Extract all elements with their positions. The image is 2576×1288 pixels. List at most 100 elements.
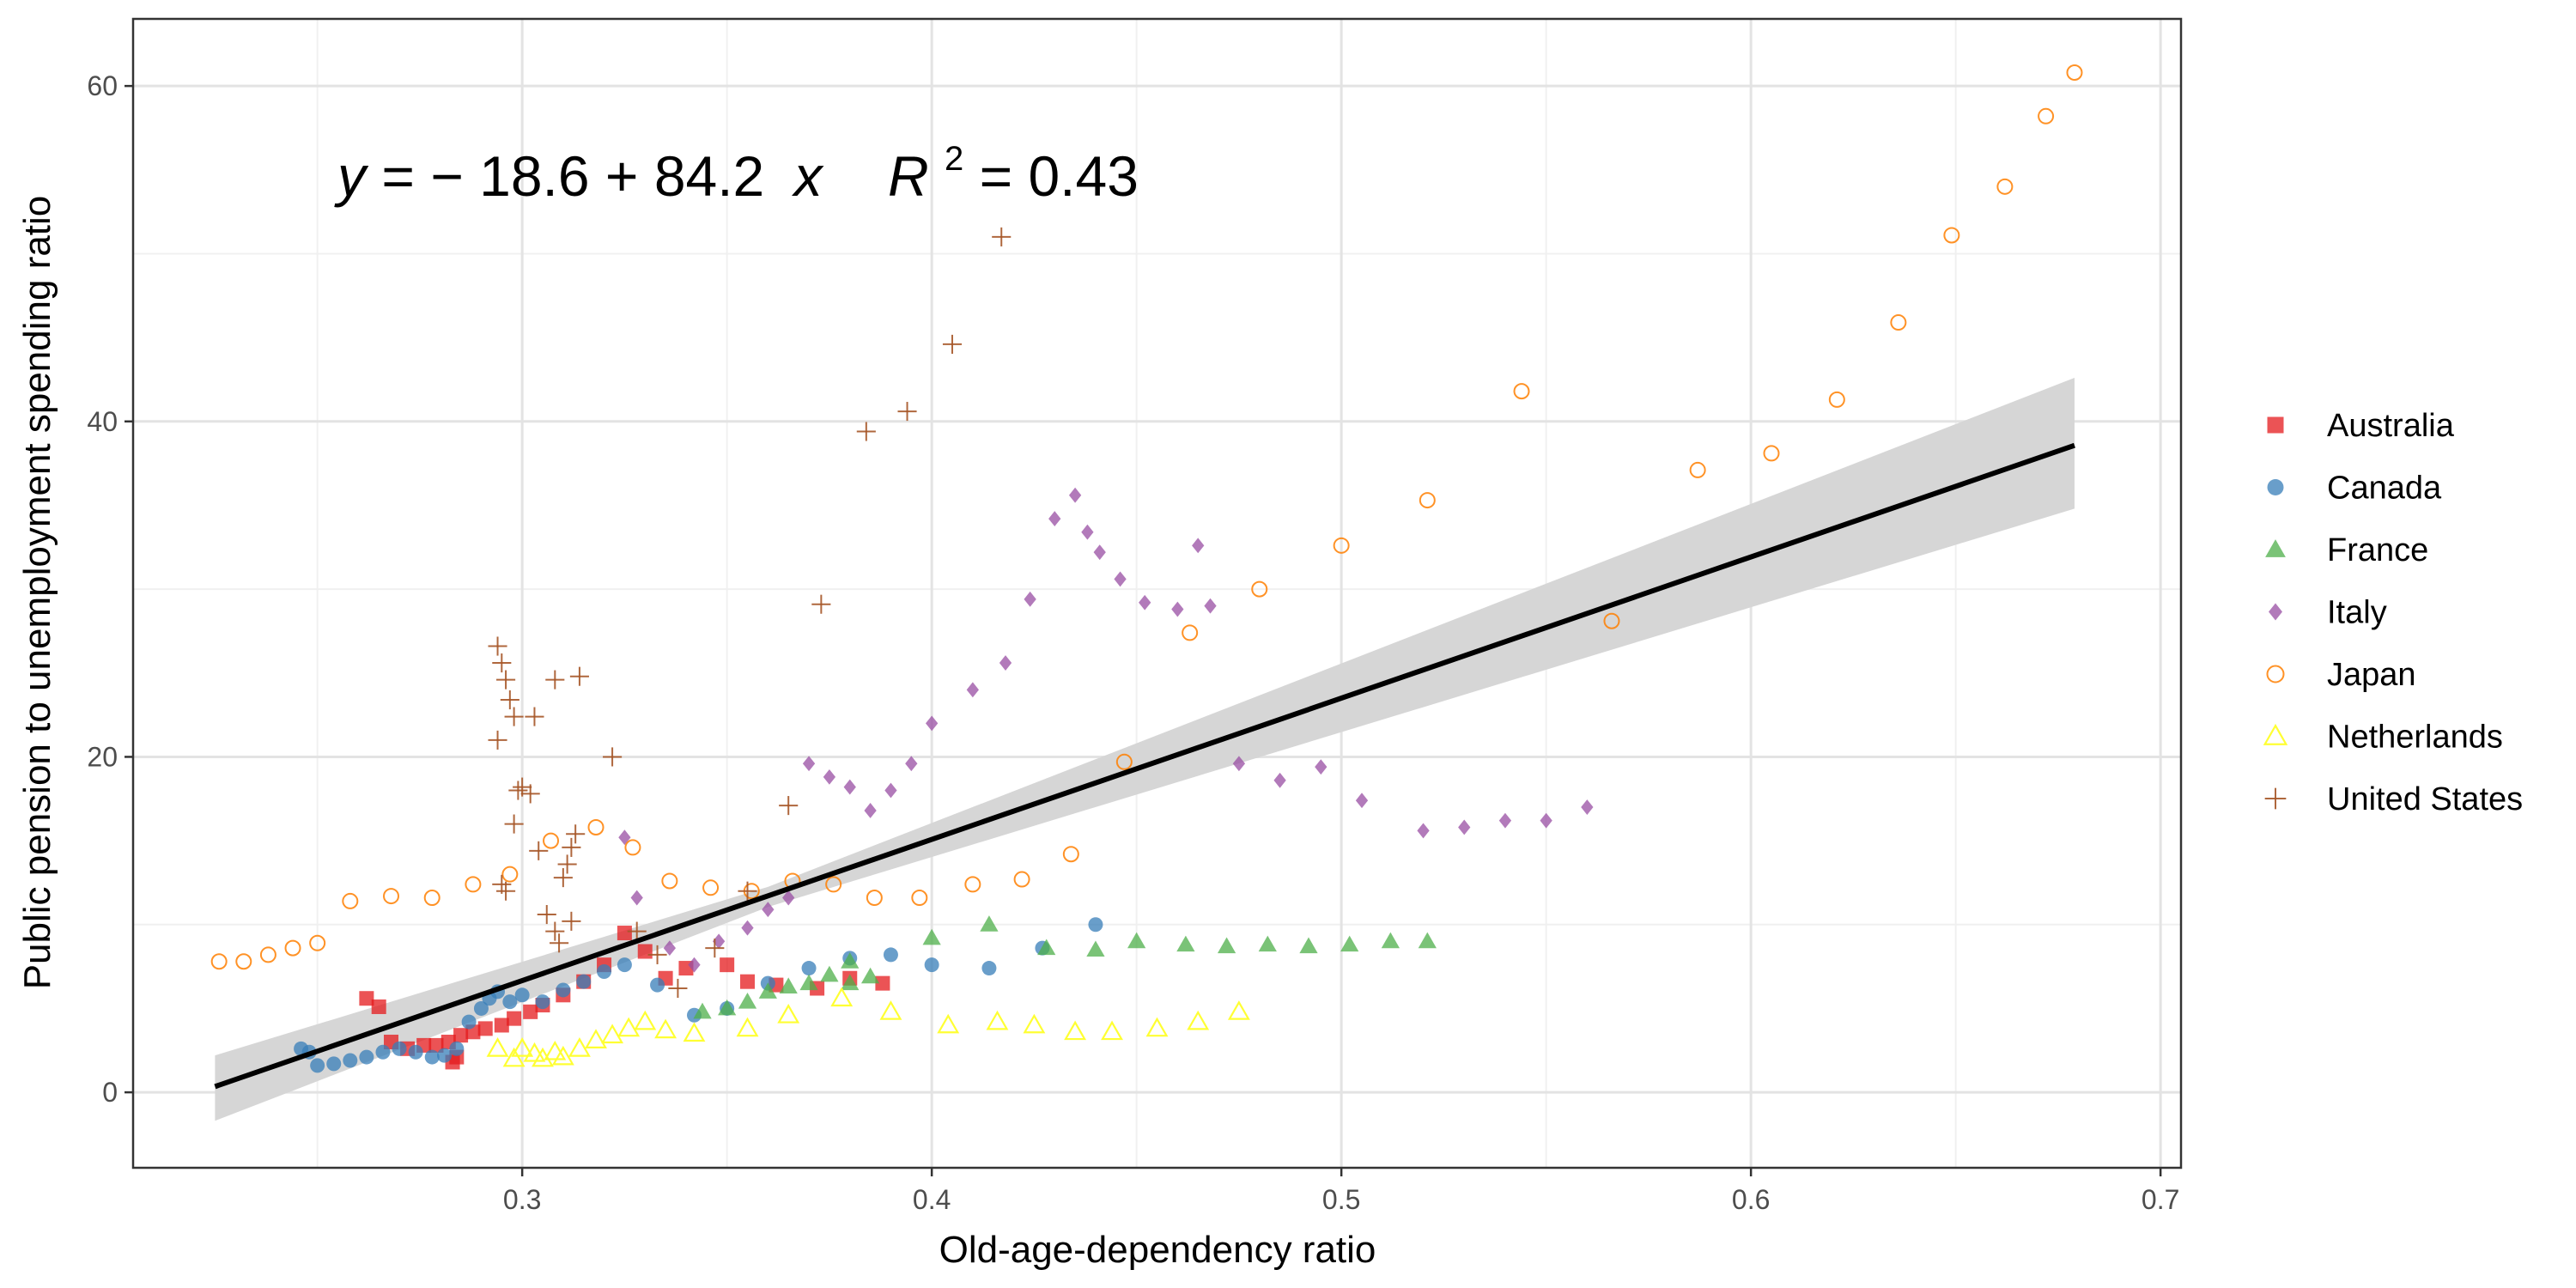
data-point bbox=[980, 915, 999, 932]
data-point bbox=[508, 781, 528, 800]
data-point bbox=[617, 957, 632, 973]
data-point bbox=[1299, 937, 1318, 954]
data-point bbox=[627, 921, 647, 941]
x-tick-label: 0.3 bbox=[503, 1184, 541, 1215]
data-point bbox=[762, 902, 775, 918]
data-point bbox=[758, 982, 777, 999]
legend-label: Italy bbox=[2327, 595, 2387, 631]
data-point bbox=[566, 824, 586, 844]
data-point bbox=[1458, 819, 1471, 835]
data-point bbox=[1419, 492, 1436, 509]
data-point bbox=[529, 841, 549, 860]
data-point bbox=[359, 1049, 374, 1065]
data-point bbox=[1996, 178, 2014, 195]
data-point bbox=[502, 994, 518, 1010]
y-tick-label: 0 bbox=[102, 1077, 118, 1108]
data-point bbox=[702, 879, 720, 896]
data-point bbox=[477, 1021, 493, 1036]
equation-equals: = bbox=[381, 144, 430, 208]
data-point bbox=[992, 227, 1012, 246]
data-point bbox=[825, 876, 842, 893]
data-point bbox=[942, 334, 963, 354]
equation-r-value: 0.43 bbox=[1028, 144, 1138, 208]
data-point bbox=[461, 1014, 477, 1030]
data-point bbox=[259, 946, 276, 963]
data-point bbox=[1093, 544, 1106, 561]
x-tick-label: 0.5 bbox=[1322, 1184, 1360, 1215]
data-point bbox=[597, 963, 612, 979]
data-point bbox=[1068, 487, 1082, 503]
data-point bbox=[375, 1044, 391, 1060]
data-point bbox=[981, 961, 997, 976]
data-point bbox=[423, 890, 440, 907]
data-point bbox=[1037, 939, 1056, 956]
series-japan bbox=[210, 64, 2083, 970]
data-point bbox=[342, 892, 359, 909]
data-point bbox=[966, 682, 979, 698]
series-france bbox=[693, 915, 1437, 1019]
data-point bbox=[428, 1037, 444, 1053]
data-point bbox=[1258, 935, 1277, 952]
data-point bbox=[864, 803, 877, 818]
legend-label: Japan bbox=[2327, 657, 2416, 693]
plot-panel-border bbox=[131, 17, 2183, 1170]
data-point bbox=[501, 866, 519, 883]
legend-item: Netherlands bbox=[2263, 720, 2503, 756]
data-point bbox=[556, 982, 571, 998]
legend-item: France bbox=[2265, 532, 2428, 568]
data-point bbox=[841, 974, 860, 991]
legend: Australia Canada France Italy Japan Netherlan… bbox=[2263, 408, 2523, 817]
data-point bbox=[545, 921, 565, 941]
data-point bbox=[683, 1022, 706, 1042]
legend-label: Canada bbox=[2327, 471, 2442, 507]
legend-label: France bbox=[2327, 532, 2428, 568]
equation-r: R bbox=[888, 144, 929, 208]
data-point bbox=[543, 832, 560, 849]
data-point bbox=[488, 636, 507, 656]
data-point bbox=[693, 1002, 712, 1019]
data-point bbox=[2038, 107, 2055, 125]
y-tick-label: 40 bbox=[87, 406, 118, 437]
data-point bbox=[1048, 511, 1061, 527]
data-point bbox=[603, 747, 623, 767]
data-point bbox=[884, 782, 897, 799]
data-point bbox=[585, 1029, 607, 1048]
data-point bbox=[1227, 1000, 1250, 1020]
data-point bbox=[712, 933, 726, 950]
data-point bbox=[741, 920, 754, 936]
legend-key bbox=[2263, 723, 2288, 745]
data-point bbox=[634, 1010, 657, 1030]
data-point bbox=[720, 957, 735, 973]
legend-item: United States bbox=[2264, 781, 2523, 817]
data-point bbox=[496, 670, 516, 690]
data-point bbox=[1182, 624, 1199, 641]
data-point bbox=[1192, 538, 1205, 554]
data-point bbox=[235, 953, 252, 970]
data-point bbox=[802, 756, 816, 772]
data-point bbox=[550, 933, 569, 953]
data-point bbox=[601, 1024, 624, 1044]
data-point bbox=[1315, 759, 1327, 775]
data-point bbox=[1145, 1017, 1169, 1037]
data-point bbox=[1139, 594, 1151, 611]
data-point bbox=[647, 945, 667, 964]
data-point bbox=[408, 1044, 423, 1060]
data-point bbox=[617, 926, 632, 941]
data-point bbox=[617, 1017, 641, 1037]
data-point bbox=[492, 653, 512, 673]
data-point bbox=[1013, 871, 1030, 888]
data-point bbox=[1088, 917, 1103, 933]
regression-equation: y = − 18.6 + 84.2 x R 2 = 0.43 bbox=[334, 118, 1139, 208]
data-point bbox=[1603, 612, 1620, 629]
data-point bbox=[1273, 772, 1286, 788]
y-tick-label: 20 bbox=[87, 741, 118, 772]
data-point bbox=[911, 890, 928, 907]
x-tick-label: 0.4 bbox=[913, 1184, 951, 1215]
data-point bbox=[494, 1018, 509, 1033]
legend-label: United States bbox=[2327, 781, 2523, 817]
data-point bbox=[1204, 598, 1217, 614]
data-point bbox=[392, 1041, 407, 1056]
legend-key bbox=[2267, 479, 2284, 495]
equation-intercept: − 18.6 bbox=[430, 144, 589, 208]
data-point bbox=[1355, 793, 1369, 809]
